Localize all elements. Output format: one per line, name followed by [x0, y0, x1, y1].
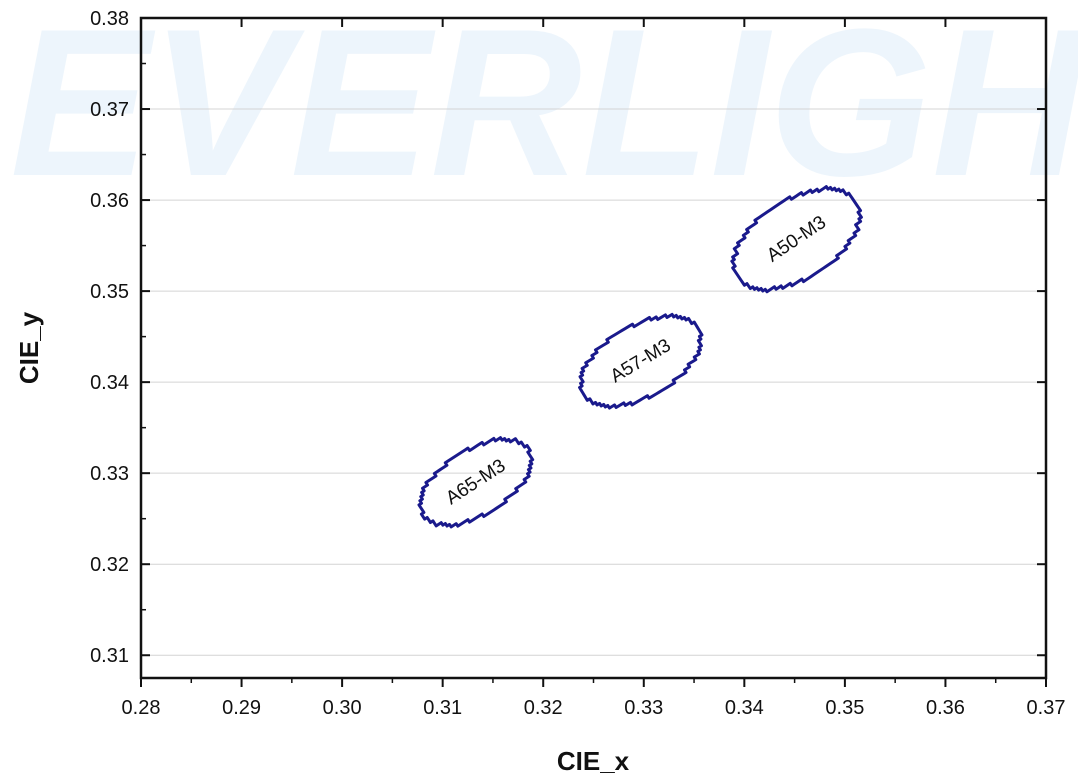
regions: A65-M3 A57-M3 A50-M3 [405, 168, 876, 544]
y-axis-title: CIE_y [14, 311, 44, 384]
x-tick-label: 0.30 [323, 697, 362, 719]
y-tick-label: 0.31 [90, 645, 129, 667]
y-tick-label: 0.34 [90, 372, 129, 394]
y-tick-label: 0.38 [90, 8, 129, 30]
x-tick-label: 0.34 [725, 697, 764, 719]
region-label: A50-M3 [763, 212, 830, 267]
region-a57-m3: A57-M3 [566, 296, 716, 426]
y-tick-label: 0.32 [90, 554, 129, 576]
x-tick-label: 0.33 [624, 697, 663, 719]
y-tick-label: 0.37 [90, 99, 129, 121]
watermark: EVERLIGHT [10, 0, 1078, 220]
x-tick-label: 0.28 [122, 697, 161, 719]
y-tick-label: 0.36 [90, 190, 129, 212]
x-tick-label: 0.29 [222, 697, 261, 719]
y-tick-label: 0.35 [90, 281, 129, 303]
region-label: A57-M3 [607, 335, 675, 387]
y-tick-label: 0.33 [90, 463, 129, 485]
region-a65-m3: A65-M3 [405, 420, 547, 544]
x-tick-label: 0.35 [825, 697, 864, 719]
x-tick-label: 0.36 [926, 697, 965, 719]
region-label: A65-M3 [442, 455, 509, 509]
x-tick-label: 0.37 [1027, 697, 1066, 719]
x-tick-label: 0.32 [524, 697, 563, 719]
x-axis-title: CIE_x [557, 746, 630, 776]
x-tick-label: 0.31 [423, 697, 462, 719]
